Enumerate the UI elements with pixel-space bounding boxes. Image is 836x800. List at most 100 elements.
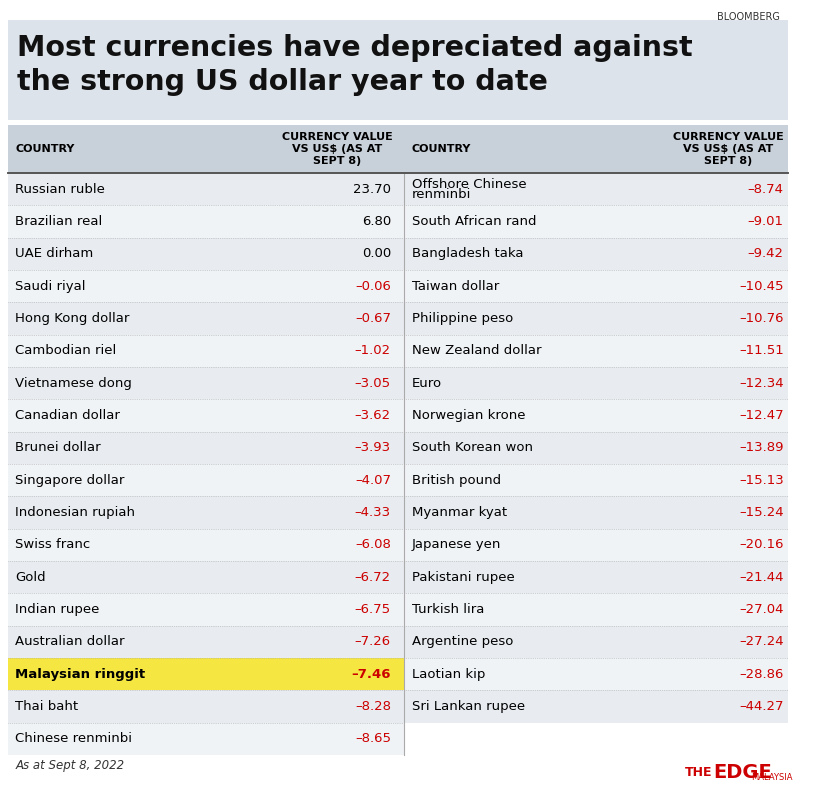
Text: –1.02: –1.02 <box>354 344 390 358</box>
Text: –0.06: –0.06 <box>354 280 390 293</box>
FancyBboxPatch shape <box>8 173 404 206</box>
Text: Russian ruble: Russian ruble <box>15 182 105 196</box>
FancyBboxPatch shape <box>8 270 404 302</box>
Text: Myanmar kyat: Myanmar kyat <box>411 506 507 519</box>
FancyBboxPatch shape <box>404 690 788 722</box>
Text: renminbi: renminbi <box>411 188 471 201</box>
FancyBboxPatch shape <box>8 561 404 594</box>
Text: –27.04: –27.04 <box>738 603 782 616</box>
FancyBboxPatch shape <box>8 238 404 270</box>
Text: South Korean won: South Korean won <box>411 442 533 454</box>
Text: –3.93: –3.93 <box>354 442 390 454</box>
Text: Brunei dollar: Brunei dollar <box>15 442 100 454</box>
FancyBboxPatch shape <box>404 302 788 334</box>
Text: –6.75: –6.75 <box>354 603 390 616</box>
FancyBboxPatch shape <box>404 626 788 658</box>
FancyBboxPatch shape <box>404 658 788 690</box>
FancyBboxPatch shape <box>8 334 404 367</box>
FancyBboxPatch shape <box>8 125 788 173</box>
FancyBboxPatch shape <box>8 399 404 432</box>
Text: –44.27: –44.27 <box>738 700 782 713</box>
Text: Taiwan dollar: Taiwan dollar <box>411 280 498 293</box>
FancyBboxPatch shape <box>8 206 404 238</box>
Text: CURRENCY VALUE
VS US$ (AS AT
SEPT 8): CURRENCY VALUE VS US$ (AS AT SEPT 8) <box>672 132 782 166</box>
Text: Singapore dollar: Singapore dollar <box>15 474 125 486</box>
Text: –9.42: –9.42 <box>747 247 782 260</box>
Text: –4.07: –4.07 <box>354 474 390 486</box>
Text: COUNTRY: COUNTRY <box>15 144 74 154</box>
Text: Canadian dollar: Canadian dollar <box>15 409 120 422</box>
Text: –10.76: –10.76 <box>738 312 782 325</box>
Text: South African rand: South African rand <box>411 215 536 228</box>
Text: –13.89: –13.89 <box>738 442 782 454</box>
Text: 23.70: 23.70 <box>353 182 390 196</box>
FancyBboxPatch shape <box>8 496 404 529</box>
FancyBboxPatch shape <box>404 367 788 399</box>
FancyBboxPatch shape <box>404 561 788 594</box>
Text: Most currencies have depreciated against
the strong US dollar year to date: Most currencies have depreciated against… <box>17 34 692 96</box>
Text: Swiss franc: Swiss franc <box>15 538 90 551</box>
Text: –20.16: –20.16 <box>738 538 782 551</box>
Text: –28.86: –28.86 <box>738 668 782 681</box>
Text: Offshore Chinese: Offshore Chinese <box>411 178 526 190</box>
FancyBboxPatch shape <box>8 432 404 464</box>
Text: Malaysian ringgit: Malaysian ringgit <box>15 668 145 681</box>
Text: Vietnamese dong: Vietnamese dong <box>15 377 132 390</box>
Text: Saudi riyal: Saudi riyal <box>15 280 85 293</box>
Text: –6.08: –6.08 <box>354 538 390 551</box>
Text: –0.67: –0.67 <box>354 312 390 325</box>
FancyBboxPatch shape <box>404 399 788 432</box>
Text: –3.05: –3.05 <box>354 377 390 390</box>
FancyBboxPatch shape <box>404 270 788 302</box>
Text: Pakistani rupee: Pakistani rupee <box>411 570 514 584</box>
FancyBboxPatch shape <box>404 206 788 238</box>
FancyBboxPatch shape <box>8 658 404 690</box>
Text: –7.46: –7.46 <box>351 668 390 681</box>
Text: –8.28: –8.28 <box>354 700 390 713</box>
Text: Laotian kip: Laotian kip <box>411 668 485 681</box>
Text: –15.13: –15.13 <box>738 474 782 486</box>
FancyBboxPatch shape <box>404 173 788 206</box>
Text: –12.47: –12.47 <box>738 409 782 422</box>
FancyBboxPatch shape <box>8 690 404 722</box>
Text: British pound: British pound <box>411 474 501 486</box>
Text: UAE dirham: UAE dirham <box>15 247 94 260</box>
FancyBboxPatch shape <box>404 432 788 464</box>
FancyBboxPatch shape <box>404 464 788 496</box>
FancyBboxPatch shape <box>404 238 788 270</box>
Text: –27.24: –27.24 <box>738 635 782 648</box>
Text: Turkish lira: Turkish lira <box>411 603 484 616</box>
FancyBboxPatch shape <box>404 496 788 529</box>
Text: –11.51: –11.51 <box>738 344 782 358</box>
Text: Thai baht: Thai baht <box>15 700 79 713</box>
FancyBboxPatch shape <box>8 302 404 334</box>
FancyBboxPatch shape <box>404 594 788 626</box>
Text: Australian dollar: Australian dollar <box>15 635 125 648</box>
Text: THE: THE <box>684 766 711 778</box>
Text: Brazilian real: Brazilian real <box>15 215 102 228</box>
Text: MALAYSIA: MALAYSIA <box>751 773 792 782</box>
Text: BLOOMBERG: BLOOMBERG <box>716 12 779 22</box>
Text: COUNTRY: COUNTRY <box>411 144 471 154</box>
Text: Cambodian riel: Cambodian riel <box>15 344 116 358</box>
Text: –4.33: –4.33 <box>354 506 390 519</box>
FancyBboxPatch shape <box>404 529 788 561</box>
Text: CURRENCY VALUE
VS US$ (AS AT
SEPT 8): CURRENCY VALUE VS US$ (AS AT SEPT 8) <box>282 132 392 166</box>
Text: –10.45: –10.45 <box>738 280 782 293</box>
FancyBboxPatch shape <box>8 722 404 755</box>
Text: Norwegian krone: Norwegian krone <box>411 409 525 422</box>
FancyBboxPatch shape <box>8 594 404 626</box>
Text: –8.74: –8.74 <box>747 182 782 196</box>
Text: 0.00: 0.00 <box>361 247 390 260</box>
Text: Hong Kong dollar: Hong Kong dollar <box>15 312 130 325</box>
Text: 6.80: 6.80 <box>361 215 390 228</box>
Text: Euro: Euro <box>411 377 441 390</box>
Text: As at Sept 8, 2022: As at Sept 8, 2022 <box>15 758 125 771</box>
Text: New Zealand dollar: New Zealand dollar <box>411 344 541 358</box>
FancyBboxPatch shape <box>404 334 788 367</box>
Text: Indonesian rupiah: Indonesian rupiah <box>15 506 135 519</box>
FancyBboxPatch shape <box>8 464 404 496</box>
FancyBboxPatch shape <box>8 626 404 658</box>
Text: Japanese yen: Japanese yen <box>411 538 501 551</box>
Text: –21.44: –21.44 <box>738 570 782 584</box>
